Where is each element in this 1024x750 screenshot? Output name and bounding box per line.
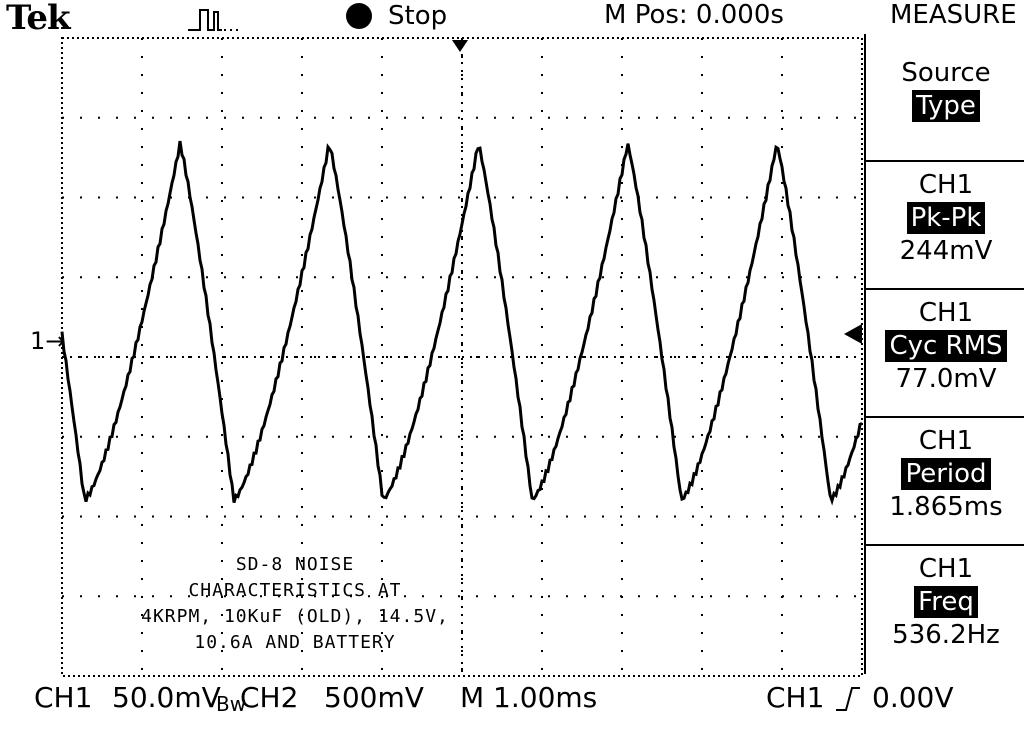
trigger-waveform-icon (188, 9, 238, 31)
brand-logo: Tek (6, 0, 71, 38)
trigger-position-icon (450, 38, 470, 60)
trigger-level: 0.00V (872, 681, 954, 714)
measurement-channel: CH1 (918, 426, 974, 456)
ch1-waveform-trace (60, 140, 863, 506)
ch1-label: CH1 (34, 681, 93, 714)
trigger-source: CH1 (766, 681, 825, 714)
measurement-slot-3[interactable]: CH1 Period 1.865ms (866, 416, 1024, 544)
measurement-value: 244mV (899, 236, 993, 266)
measurement-slot-2[interactable]: CH1 Cyc RMS 77.0mV (866, 288, 1024, 416)
measurement-name: Period (901, 458, 991, 490)
measurement-value: 77.0mV (895, 364, 997, 394)
measure-side-menu: Source Type CH1 Pk-Pk 244mV CH1 Cyc RMS … (864, 34, 1024, 674)
measurement-channel: CH1 (918, 298, 974, 328)
source-type-button[interactable]: Source Type (866, 58, 1024, 162)
ch1-scale: 50.0mV (112, 681, 221, 714)
measurement-name: Pk-Pk (906, 202, 986, 234)
marker-arrow-icon: → (45, 327, 66, 355)
measurement-name: Freq (914, 586, 978, 618)
measurement-slot-4[interactable]: CH1 Freq 536.2Hz (866, 544, 1024, 672)
stop-icon (346, 3, 372, 29)
ch1-ground-marker: 1→ (30, 326, 65, 356)
measurement-name: Cyc RMS (885, 330, 1007, 362)
ch2-scale: 500mV (324, 681, 424, 714)
trigger-level-icon (842, 322, 864, 350)
rising-edge-icon (836, 687, 860, 711)
menu-title[interactable]: MEASURE (890, 0, 1017, 30)
annotation-note: SD-8 NOISE CHARACTERISTICS AT 4KRPM, 10K… (100, 552, 490, 656)
annotation-line: 10.6A AND BATTERY (194, 632, 396, 653)
bandwidth-limit-indicator: Bw (216, 692, 247, 716)
measurement-value: 1.865ms (889, 492, 1003, 522)
measurement-channel: CH1 (918, 170, 974, 200)
annotation-line: 4KRPM, 10KuF (OLD), 14.5V, (141, 606, 449, 627)
run-status: Stop (346, 1, 448, 31)
horizontal-position-readout: M Pos: 0.000s (604, 0, 784, 30)
ch1-marker-label: 1 (30, 327, 46, 355)
measurement-slot-1[interactable]: CH1 Pk-Pk 244mV (866, 160, 1024, 288)
measurement-value: 536.2Hz (892, 620, 1000, 650)
status-label: Stop (388, 1, 448, 31)
timebase-readout: M 1.00ms (460, 681, 598, 714)
ch2-label: CH2 (240, 681, 299, 714)
source-label: Source (901, 58, 991, 88)
annotation-line: SD-8 NOISE (235, 554, 355, 575)
measurement-channel: CH1 (918, 554, 974, 584)
type-label: Type (912, 90, 980, 122)
annotation-line: CHARACTERISTICS AT (188, 580, 402, 601)
